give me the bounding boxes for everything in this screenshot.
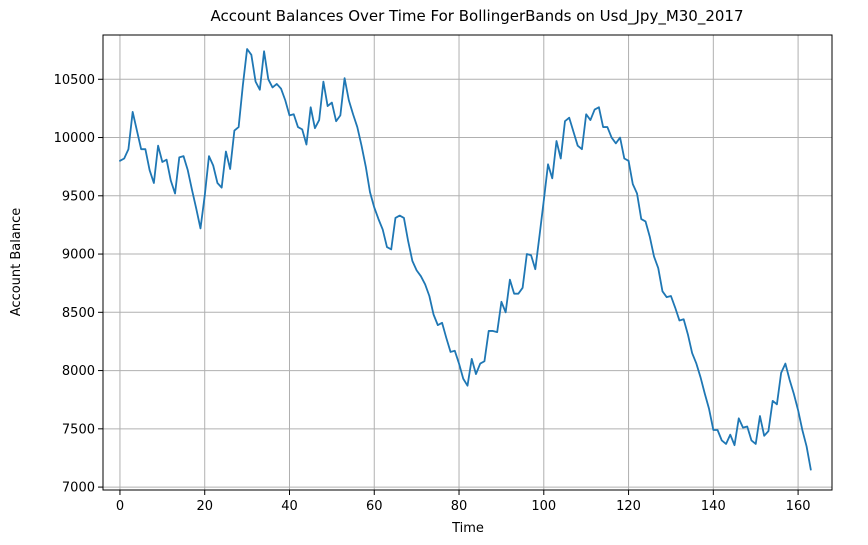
y-tick-label: 9500	[62, 189, 95, 204]
y-tick-label: 7000	[62, 481, 95, 496]
y-tick-label: 9000	[62, 248, 95, 263]
plot-frame	[102, 34, 833, 491]
x-axis-label: Time	[451, 521, 484, 536]
x-tick-label: 120	[616, 499, 641, 514]
x-tick-label: 160	[786, 499, 811, 514]
series-line-0	[119, 48, 812, 471]
y-axis-label: Account Balance	[9, 208, 24, 316]
x-tick-label: 60	[366, 499, 383, 514]
y-axis: 7000 7500 8000 8500 9000 9500 10000 10500	[54, 73, 103, 496]
y-tick-label: 8500	[62, 306, 95, 321]
x-tick-label: 100	[531, 499, 556, 514]
x-tick-label: 20	[196, 499, 213, 514]
chart-title: Account Balances Over Time For Bollinger…	[210, 7, 743, 26]
series-layer	[119, 48, 812, 471]
y-tick-label: 8000	[62, 364, 95, 379]
y-tick-label: 10500	[54, 73, 95, 88]
x-axis: 0 20 40 60 80 100 120 140 160	[116, 490, 811, 514]
x-tick-label: 140	[701, 499, 726, 514]
y-gridlines	[103, 78, 832, 488]
x-tick-label: 40	[281, 499, 298, 514]
y-tick-label: 7500	[62, 422, 95, 437]
x-tick-label: 80	[451, 499, 468, 514]
x-gridlines	[119, 35, 799, 490]
x-tick-label: 0	[116, 499, 124, 514]
y-tick-label: 10000	[54, 131, 95, 146]
